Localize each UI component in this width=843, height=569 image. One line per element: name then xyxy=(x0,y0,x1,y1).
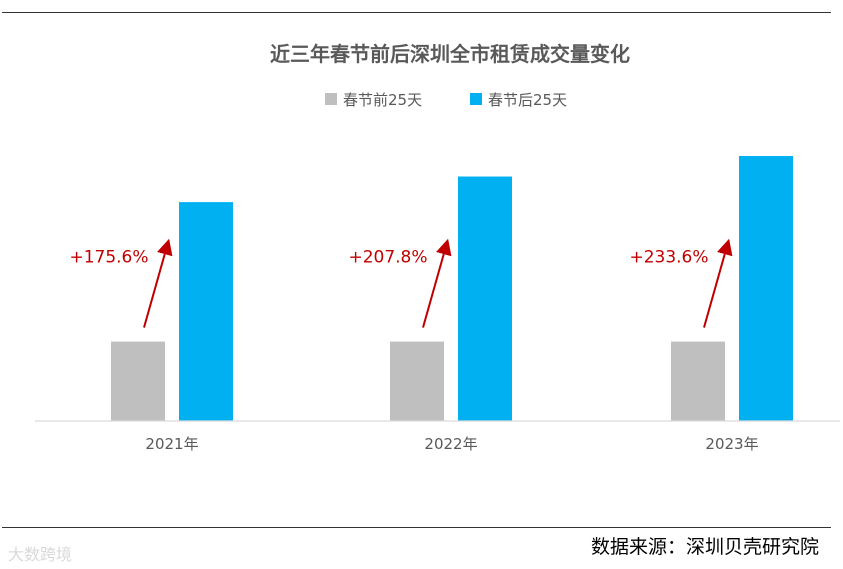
bar-before-1 xyxy=(111,341,165,421)
chart-title: 近三年春节前后深圳全市租赁成交量变化 xyxy=(270,42,630,66)
growth-arrow-1 xyxy=(143,238,173,328)
watermark-logo: 大数跨境 xyxy=(8,545,73,564)
source-note: 数据来源：深圳贝壳研究院 xyxy=(590,536,819,558)
legend-swatch-after xyxy=(470,93,482,105)
growth-arrow-2 xyxy=(422,238,452,328)
bar-after-3 xyxy=(739,156,793,421)
x-tick-label-3: 2023年 xyxy=(705,435,758,453)
legend-label-after: 春节后25天 xyxy=(488,91,567,109)
legend-label-before: 春节前25天 xyxy=(343,91,422,109)
x-tick-label-1: 2021年 xyxy=(145,435,198,453)
top-rule xyxy=(2,12,831,13)
bar-after-1 xyxy=(179,202,233,421)
change-label-2: +207.8% xyxy=(348,248,427,268)
change-label-3: +233.6% xyxy=(629,248,708,268)
change-label-1: +175.6% xyxy=(69,248,148,268)
x-tick-label-2: 2022年 xyxy=(424,435,477,453)
legend: 春节前25天 春节后25天 xyxy=(325,91,567,109)
legend-swatch-before xyxy=(325,93,337,105)
bottom-rule xyxy=(2,527,831,528)
growth-arrow-3 xyxy=(703,238,733,328)
bar-after-2 xyxy=(458,176,512,421)
bar-before-2 xyxy=(390,341,444,421)
bar-before-3 xyxy=(671,341,725,421)
